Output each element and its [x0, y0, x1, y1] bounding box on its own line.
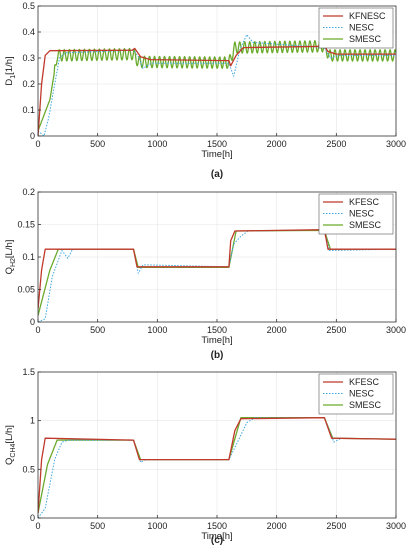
chart-panel-1: 0 500 1000 1500 2000 2500 3000 0 0.1 0.2 0.3 0.4 0.5…: [4, 1, 406, 180]
y-axis-label: D1[1/h]: [4, 56, 17, 85]
y-tick-label: 0.1: [22, 105, 35, 115]
x-tick-label: 2500: [326, 139, 346, 149]
x-tick-label: 0: [35, 139, 40, 149]
y-axis-label: QH2[L/h]: [4, 240, 17, 275]
x-tick-label: 3000: [386, 521, 406, 531]
x-tick-label: 500: [90, 325, 105, 335]
x-tick-label: 1500: [207, 325, 227, 335]
series-line-kfesc: [38, 417, 396, 514]
y-tick-label: 1.5: [22, 367, 35, 377]
y-tick-label: 0.05: [17, 285, 35, 295]
chart-panel-2: 0 500 1000 1500 2000 2500 3000 0 0.05 0.1 0.15 0.2 T…: [4, 187, 406, 361]
series-line-nesc: [38, 34, 396, 136]
x-tick-label: 1500: [207, 139, 227, 149]
x-tick-label: 1000: [147, 325, 167, 335]
y-tick-label: 0.3: [22, 53, 35, 63]
legend-label-smesc: SMESC: [349, 34, 382, 44]
y-tick-label: 0: [30, 317, 35, 327]
y-tick-label: 0.5: [22, 1, 35, 11]
x-tick-label: 500: [90, 521, 105, 531]
series-line-kfnesc: [38, 45, 396, 136]
x-tick-label: 2500: [326, 325, 346, 335]
legend-box: [318, 373, 394, 415]
x-tick-label: 0: [35, 521, 40, 531]
legend-label-kfesc: KFESC: [349, 197, 380, 207]
panel-label: (a): [211, 169, 223, 180]
x-axis-label: Time[h]: [201, 149, 232, 160]
x-tick-label: 2000: [267, 325, 287, 335]
x-tick-label: 3000: [386, 139, 406, 149]
y-tick-label: 0.4: [22, 27, 35, 37]
x-axis-label: Time[h]: [201, 335, 232, 346]
legend-label-nesc: NESC: [349, 209, 375, 219]
legend-label-kfnesc: KFNESC: [349, 11, 386, 21]
y-tick-label: 0.2: [22, 187, 35, 197]
panel-label: (c): [211, 535, 223, 546]
legend-box: [318, 7, 394, 49]
y-axis-label: QCH4[L/h]: [4, 425, 17, 465]
legend-label-nesc: NESC: [349, 389, 375, 399]
x-tick-label: 2000: [267, 521, 287, 531]
y-tick-label: 0.5: [22, 464, 35, 474]
x-tick-label: 2500: [326, 521, 346, 531]
legend-label-smesc: SMESC: [349, 400, 382, 410]
x-tick-label: 0: [35, 325, 40, 335]
x-tick-label: 3000: [386, 325, 406, 335]
y-tick-label: 0.15: [17, 220, 35, 230]
x-tick-label: 2000: [267, 139, 287, 149]
y-tick-label: 0: [30, 513, 35, 523]
panel-label: (b): [211, 350, 224, 361]
y-tick-label: 0.2: [22, 79, 35, 89]
series-line-kfesc: [38, 229, 396, 310]
legend-label-kfesc: KFESC: [349, 377, 380, 387]
chart-panel-3: 0 500 1000 1500 2000 2500 3000 0 0.5 1 1.5 Time[h] Q…: [4, 367, 406, 546]
legend-label-smesc: SMESC: [349, 220, 382, 230]
legend-label-nesc: NESC: [349, 23, 375, 33]
x-axis-label: Time[h]: [201, 531, 232, 542]
y-tick-label: 1: [30, 416, 35, 426]
y-tick-label: 0: [30, 131, 35, 141]
x-tick-label: 500: [90, 139, 105, 149]
x-tick-label: 1000: [147, 521, 167, 531]
x-tick-label: 1000: [147, 139, 167, 149]
y-tick-label: 0.1: [22, 252, 35, 262]
x-tick-label: 1500: [207, 521, 227, 531]
legend-box: [318, 193, 394, 235]
